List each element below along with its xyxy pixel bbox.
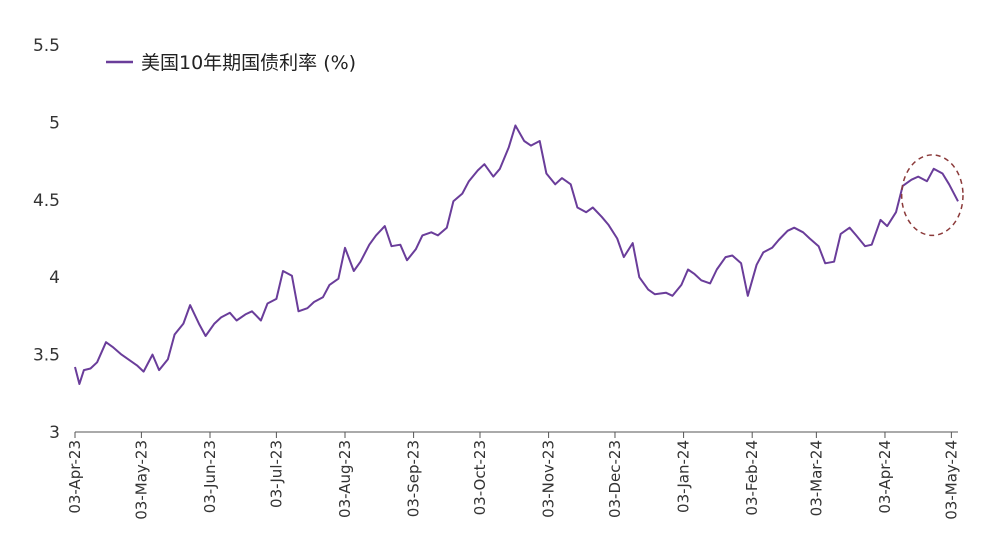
x-tick-label: 03-Oct-23 <box>471 440 489 515</box>
y-tick-label: 3 <box>49 423 60 443</box>
x-tick-label: 03-Apr-24 <box>876 440 894 514</box>
y-tick-label: 5 <box>49 113 60 133</box>
annotation-layer <box>900 154 964 237</box>
y-tick-label: 3.5 <box>33 346 60 366</box>
highlight-ellipse <box>900 154 964 237</box>
legend-label: 美国10年期国债利率 (%) <box>141 52 356 74</box>
series-line <box>74 124 959 385</box>
x-tick-label: 03-May-24 <box>942 440 960 520</box>
series-layer <box>74 124 959 385</box>
x-tick-label: 03-Sep-23 <box>405 440 423 517</box>
x-axis-ticks: 03-Apr-23 03-May-23 03-Jun-23 03-Jul-23 03-A… <box>66 432 960 520</box>
x-tick-label: 03-Jan-24 <box>675 440 693 513</box>
x-tick-label: 03-Jun-23 <box>201 440 219 513</box>
y-tick-label: 4 <box>49 268 60 288</box>
y-axis-ticks: 3 3.5 4 4.5 5 5.5 <box>33 36 60 443</box>
x-tick-label: 03-May-23 <box>132 440 150 520</box>
x-tick-label: 03-Feb-24 <box>743 440 761 516</box>
y-tick-label: 5.5 <box>33 36 60 56</box>
x-tick-label: 03-Aug-23 <box>336 440 354 518</box>
y-tick-label: 4.5 <box>33 191 60 211</box>
x-tick-label: 03-Mar-24 <box>807 440 825 516</box>
x-tick-label: 03-Apr-23 <box>66 440 84 514</box>
legend: 美国10年期国债利率 (%) <box>106 52 356 74</box>
x-tick-label: 03-Jul-23 <box>267 440 285 508</box>
x-tick-label: 03-Nov-23 <box>540 440 558 518</box>
x-tick-label: 03-Dec-23 <box>606 440 624 518</box>
